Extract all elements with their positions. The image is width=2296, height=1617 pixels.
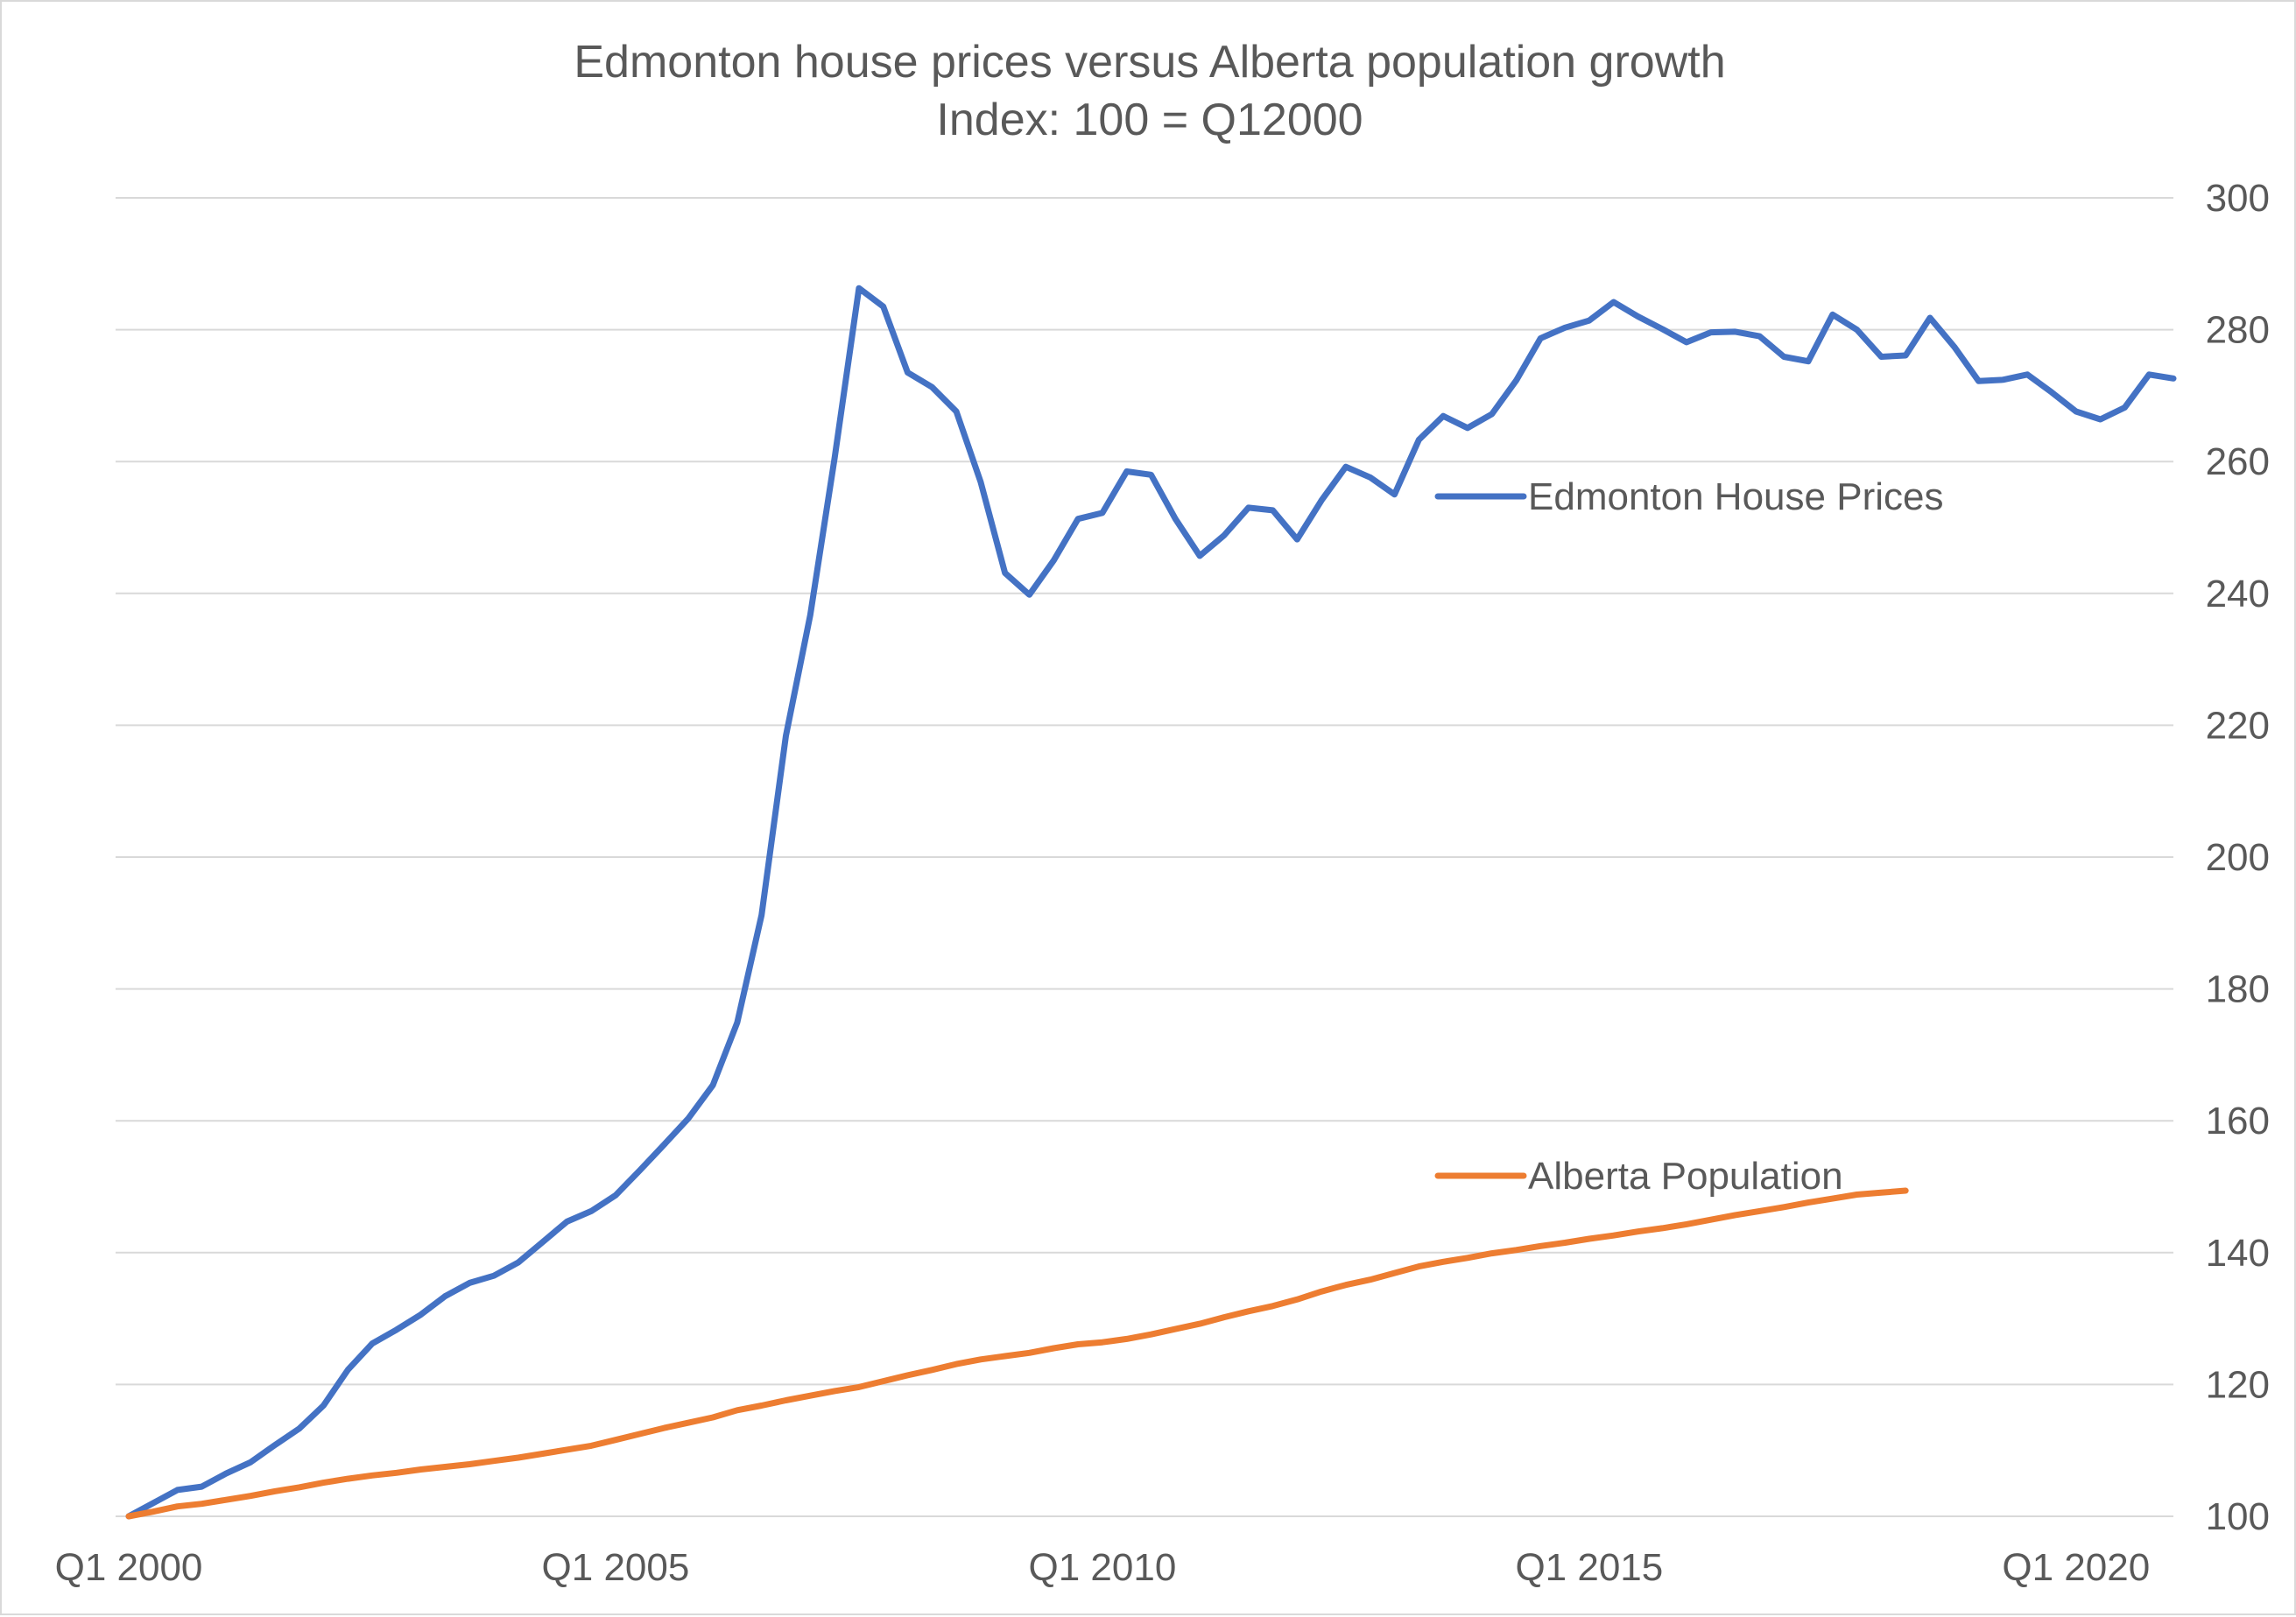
x-tick-label: Q1 2000 xyxy=(55,1546,203,1589)
x-tick-label: Q1 2015 xyxy=(1515,1546,1663,1589)
x-tick-label: Q1 2020 xyxy=(2002,1546,2150,1589)
y-tick-label: 220 xyxy=(2206,704,2270,747)
y-tick-label: 120 xyxy=(2206,1363,2270,1406)
series-line-edmonton-house-prices xyxy=(125,285,2177,1520)
y-tick-label: 180 xyxy=(2206,968,2270,1011)
chart-title: Edmonton house prices versus Alberta pop… xyxy=(574,37,1725,88)
y-tick-label: 100 xyxy=(2206,1495,2270,1538)
x-tick-label: Q1 2010 xyxy=(1028,1546,1176,1589)
series-line-alberta-population xyxy=(125,1187,1909,1520)
y-tick-label: 260 xyxy=(2206,440,2270,483)
series-lines xyxy=(125,285,2177,1520)
legend: Edmonton House Prices Alberta Population xyxy=(1434,475,1943,1198)
y-axis-ticks: 100 120 140 160 180 200 220 240 260 280 300 xyxy=(2206,177,2270,1538)
y-tick-label: 200 xyxy=(2206,836,2270,879)
y-tick-label: 140 xyxy=(2206,1232,2270,1275)
chart-subtitle: Index: 100 = Q12000 xyxy=(936,95,1363,145)
x-axis-ticks: Q1 2000 Q1 2005 Q1 2010 Q1 2015 Q1 2020 xyxy=(55,1546,2151,1589)
y-tick-label: 300 xyxy=(2206,177,2270,220)
gridlines xyxy=(116,197,2173,1517)
legend-label-alberta-population: Alberta Population xyxy=(1528,1155,1843,1198)
legend-label-edmonton-house-prices: Edmonton House Prices xyxy=(1528,475,1943,518)
x-tick-label: Q1 2005 xyxy=(542,1546,690,1589)
y-tick-label: 240 xyxy=(2206,573,2270,615)
y-tick-label: 160 xyxy=(2206,1100,2270,1142)
y-tick-label: 280 xyxy=(2206,309,2270,352)
